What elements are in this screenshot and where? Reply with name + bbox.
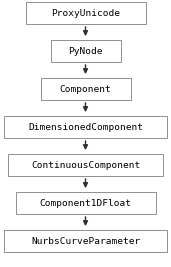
Text: Component1DFloat: Component1DFloat	[40, 198, 131, 207]
FancyBboxPatch shape	[16, 192, 155, 214]
Text: DimensionedComponent: DimensionedComponent	[28, 123, 143, 132]
FancyBboxPatch shape	[4, 230, 167, 252]
FancyBboxPatch shape	[41, 78, 130, 100]
Text: Component: Component	[60, 84, 111, 93]
FancyBboxPatch shape	[8, 154, 163, 176]
Text: ProxyUnicode: ProxyUnicode	[51, 9, 120, 18]
FancyBboxPatch shape	[50, 40, 121, 62]
Text: ContinuousComponent: ContinuousComponent	[31, 160, 140, 170]
Text: PyNode: PyNode	[68, 46, 103, 56]
FancyBboxPatch shape	[4, 116, 167, 138]
FancyBboxPatch shape	[25, 2, 146, 24]
Text: NurbsCurveParameter: NurbsCurveParameter	[31, 237, 140, 245]
